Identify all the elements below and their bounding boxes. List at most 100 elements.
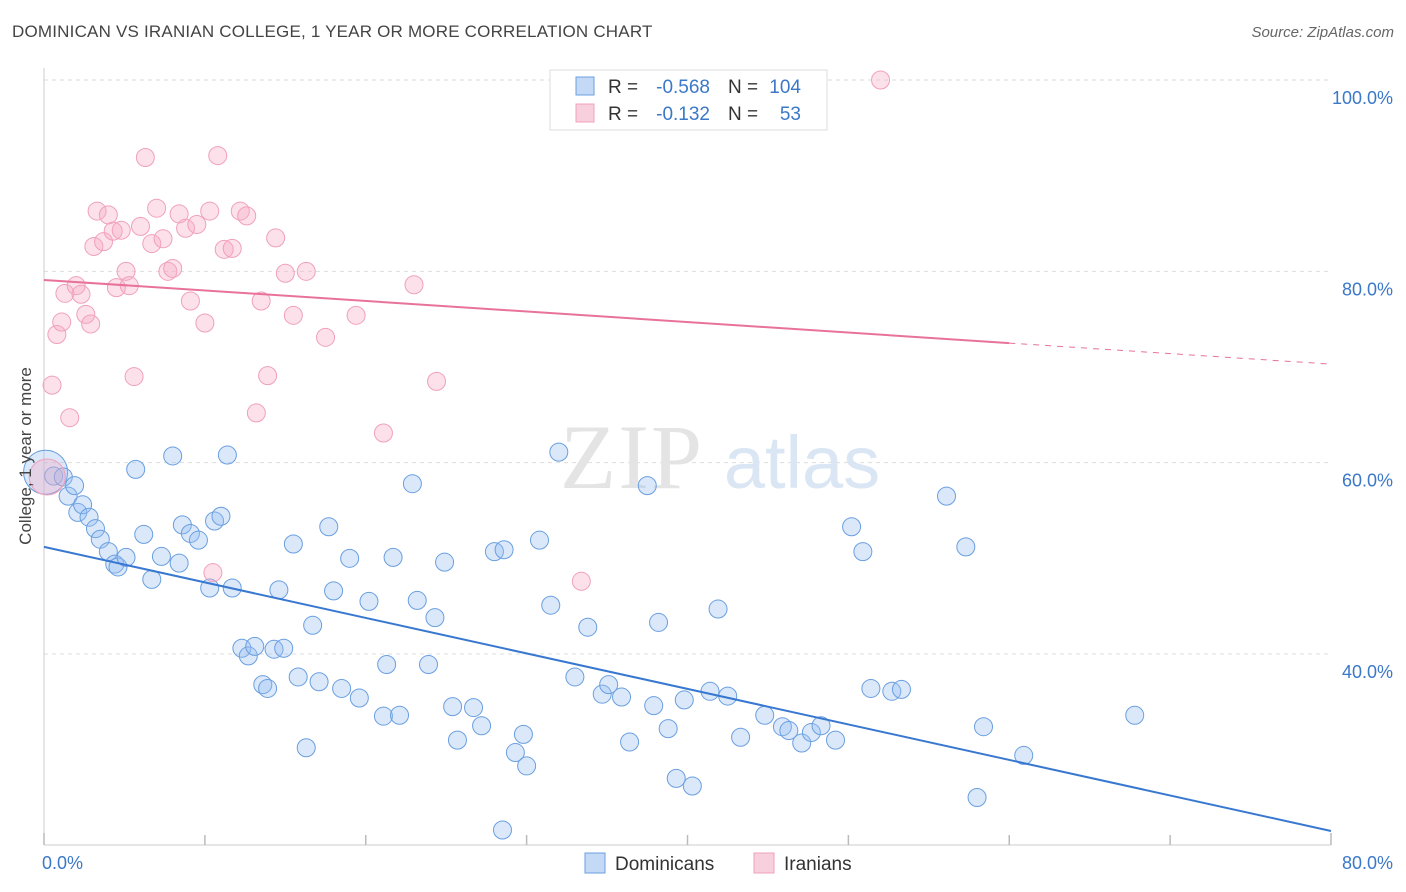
dominican-point: [407, 590, 427, 610]
stats-n-value-dominicans: 104: [769, 77, 801, 98]
dominican-point: [79, 507, 99, 527]
stats-r-label-dominicans: R =: [608, 77, 638, 98]
dominican-point: [811, 716, 831, 736]
dominican-point: [842, 517, 862, 537]
stats-n-label-dominicans: N =: [728, 77, 758, 98]
dominican-point: [151, 546, 171, 566]
dominican-point: [324, 581, 344, 601]
dominican-point: [755, 705, 775, 725]
iranian-point: [296, 261, 316, 281]
iranian-point: [52, 312, 72, 332]
y-tick-label-60: 60.0%: [1342, 471, 1393, 491]
stats-r-value-dominicans: -0.568: [656, 77, 710, 98]
dominican-point: [666, 768, 686, 788]
legend-swatch-iranians: [753, 852, 775, 874]
dominican-point: [303, 615, 323, 635]
iranian-point: [28, 458, 66, 496]
iranian-point: [142, 234, 162, 254]
dominican-point: [288, 667, 308, 687]
dominican-point: [58, 486, 78, 506]
dominican-point: [73, 495, 93, 515]
stats-swatch-iranians: [575, 103, 595, 123]
iranian-point: [135, 147, 155, 167]
iranian-point: [208, 146, 228, 166]
dominican-point: [792, 733, 812, 753]
dominican-point: [967, 788, 987, 807]
bottom-legend: Dominicans Iranians: [584, 852, 852, 875]
dominican-point: [565, 667, 585, 687]
dominican-point: [644, 696, 664, 716]
iranian-point: [258, 366, 278, 386]
dominican-point: [269, 580, 289, 600]
iranian-point: [76, 304, 96, 324]
dominican-point: [1014, 745, 1034, 765]
dominican-point: [853, 542, 873, 562]
dominican-point: [505, 743, 525, 763]
dominican-point: [340, 548, 360, 568]
dominican-point: [1125, 705, 1145, 725]
iranian-point: [266, 228, 286, 248]
legend-label-iranians: Iranians: [784, 854, 852, 875]
iranian-point: [84, 236, 104, 256]
dominican-point: [517, 756, 537, 776]
iranian-point: [94, 232, 114, 252]
dominican-point: [180, 523, 200, 543]
dominican-point: [383, 547, 403, 567]
dominican-point: [126, 459, 146, 479]
iranian-point: [71, 284, 91, 304]
dominican-point: [274, 638, 294, 658]
iranian-point: [87, 201, 107, 221]
dominican-point: [65, 476, 85, 496]
dominican-point: [882, 681, 902, 701]
dominican-point: [956, 537, 976, 557]
iranian-point: [47, 324, 67, 344]
iranian-point: [871, 70, 891, 90]
iranian-point: [237, 206, 257, 226]
iranian-trend-extension: [1009, 342, 1332, 365]
stats-r-label-iranians: R =: [608, 104, 638, 125]
stats-swatch-dominicans: [575, 76, 595, 96]
dominican-point: [359, 591, 379, 611]
dominican-point: [264, 639, 284, 659]
dominican-point: [801, 722, 821, 742]
dominican-point: [377, 655, 397, 675]
data-points: [23, 70, 1145, 840]
dominican-point: [319, 517, 339, 537]
y-tick-label-40: 40.0%: [1342, 662, 1393, 682]
iranian-point: [427, 371, 447, 391]
iranian-point: [60, 408, 80, 428]
iranian-point: [163, 258, 183, 278]
iranian-point: [169, 204, 189, 224]
iranian-point: [246, 403, 266, 423]
iranian-point: [251, 291, 271, 311]
dominican-point: [44, 466, 64, 486]
iranian-point: [200, 201, 220, 221]
dominican-point: [974, 717, 994, 737]
watermark-zip: ZIP: [560, 406, 704, 508]
dominican-point: [529, 530, 549, 550]
dominican-point: [245, 636, 265, 656]
iranian-point: [124, 367, 144, 387]
dominican-point: [592, 684, 612, 704]
y-tick-labels: 100.0% 80.0% 60.0% 40.0%: [1332, 88, 1393, 682]
dominican-point: [861, 678, 881, 698]
dominican-point: [578, 617, 598, 637]
dominican-point: [163, 446, 183, 466]
iranian-point: [131, 216, 151, 236]
dominican-point: [612, 687, 632, 707]
dominican-point: [418, 655, 438, 675]
iranian-point: [203, 563, 223, 583]
iranian-point: [81, 314, 101, 334]
stats-n-value-iranians: 53: [780, 104, 801, 125]
dominican-point: [494, 540, 514, 560]
legend-swatch-dominicans: [584, 852, 606, 874]
dominican-point: [443, 697, 463, 717]
dominican-point: [891, 679, 911, 699]
iranian-trend-line: [43, 278, 1010, 345]
dominican-point: [464, 698, 484, 718]
dominican-point: [637, 476, 657, 496]
trend-lines: [43, 278, 1332, 832]
dominican-point: [649, 612, 669, 632]
legend-label-dominicans: Dominicans: [615, 854, 714, 875]
iranian-point: [275, 263, 295, 283]
